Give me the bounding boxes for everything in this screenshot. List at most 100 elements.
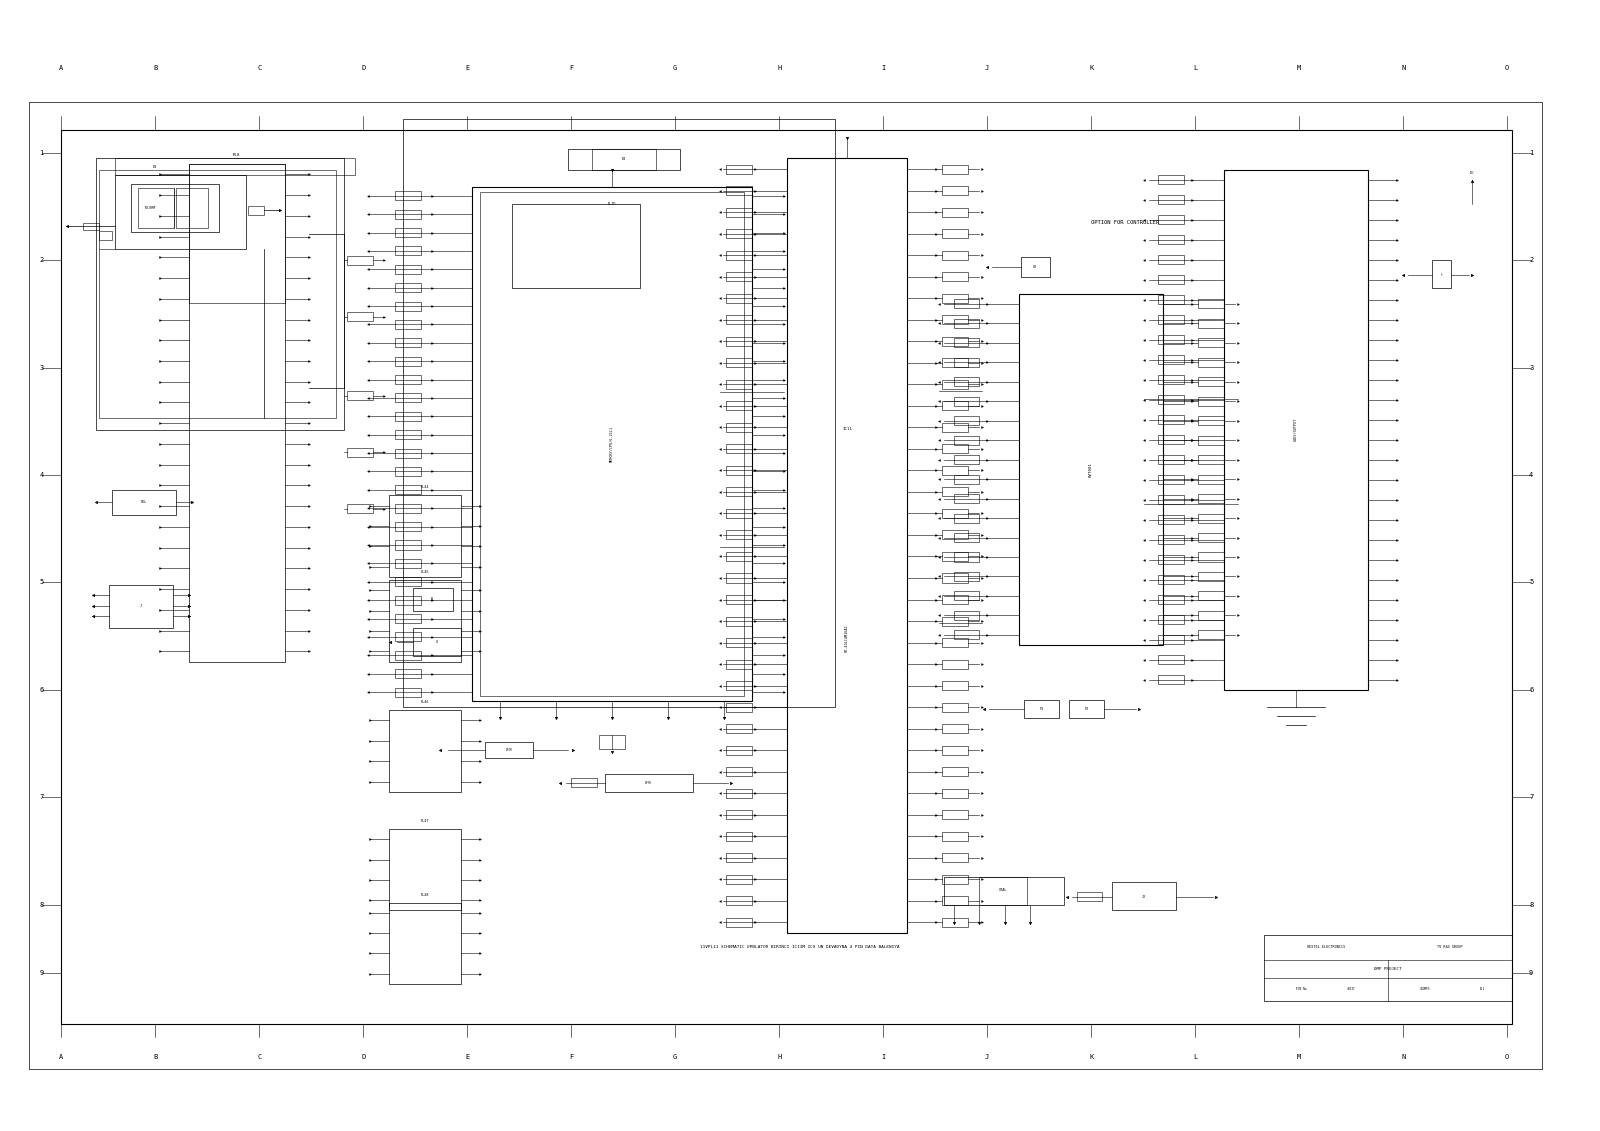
Bar — [1198, 300, 1224, 309]
Bar — [787, 158, 907, 933]
Bar — [954, 435, 979, 444]
Bar — [726, 595, 752, 604]
Bar — [942, 380, 968, 389]
Bar — [109, 585, 173, 628]
Bar — [726, 573, 752, 582]
Bar — [96, 158, 344, 430]
Text: E: E — [466, 1054, 469, 1061]
Text: PL48: PL48 — [421, 892, 429, 897]
Bar — [395, 356, 421, 365]
Bar — [1158, 636, 1184, 645]
Bar — [1077, 892, 1102, 901]
Text: N: N — [1402, 64, 1405, 71]
Bar — [347, 312, 373, 321]
Bar — [726, 187, 752, 196]
Bar — [395, 485, 421, 494]
Bar — [189, 164, 285, 303]
Bar — [726, 444, 752, 454]
Text: E: E — [466, 64, 469, 71]
Bar — [1198, 572, 1224, 581]
Bar — [115, 175, 246, 249]
Text: J2: J2 — [1142, 895, 1146, 899]
Bar — [942, 251, 968, 260]
Bar — [395, 670, 421, 679]
Bar — [395, 283, 421, 292]
Text: O: O — [1506, 1054, 1509, 1061]
Bar — [1432, 260, 1451, 288]
Bar — [942, 638, 968, 647]
Bar — [954, 611, 979, 620]
Bar — [1198, 494, 1224, 503]
Bar — [726, 316, 752, 325]
Text: M: M — [1298, 64, 1301, 71]
Text: I: I — [882, 64, 885, 71]
Bar — [942, 724, 968, 733]
Text: G: G — [674, 64, 677, 71]
Bar — [189, 164, 285, 662]
Bar — [472, 187, 752, 701]
Bar — [176, 188, 208, 228]
Bar — [395, 228, 421, 238]
Bar — [726, 165, 752, 174]
Bar — [413, 588, 453, 611]
Bar — [954, 533, 979, 542]
Bar — [1198, 513, 1224, 523]
Bar — [726, 208, 752, 217]
Bar — [942, 316, 968, 325]
Bar — [395, 688, 421, 697]
Bar — [395, 320, 421, 329]
Text: 7: 7 — [1530, 794, 1533, 801]
Bar — [726, 509, 752, 518]
Bar — [395, 449, 421, 458]
Bar — [942, 745, 968, 754]
Text: PL44: PL44 — [421, 485, 429, 490]
Bar — [954, 378, 979, 387]
Bar — [954, 630, 979, 639]
Text: 3: 3 — [1530, 364, 1533, 371]
Bar — [115, 158, 355, 175]
Bar — [942, 595, 968, 604]
Bar — [942, 487, 968, 497]
Bar — [942, 831, 968, 840]
Bar — [726, 402, 752, 411]
Text: REL: REL — [141, 500, 147, 504]
Bar — [954, 397, 979, 406]
Text: H: H — [778, 1054, 781, 1061]
Bar — [1158, 535, 1184, 544]
Bar — [1069, 700, 1104, 718]
Text: VCC: VCC — [1469, 171, 1475, 175]
Bar — [1198, 338, 1224, 347]
Bar — [605, 774, 693, 792]
Bar — [395, 632, 421, 641]
Bar — [347, 504, 373, 513]
Bar — [1158, 655, 1184, 664]
Bar — [571, 778, 597, 787]
Text: 11VPL11 SCHEMATIC EMULATOR BIRINCI ICIIM ICS UN DEVADYNA 4 PIN DATA BALENIYA: 11VPL11 SCHEMATIC EMULATOR BIRINCI ICIIM… — [701, 944, 899, 949]
Bar — [1198, 378, 1224, 387]
Bar — [1198, 552, 1224, 561]
Bar — [1158, 456, 1184, 465]
Bar — [389, 829, 461, 910]
Bar — [1024, 700, 1059, 718]
Bar — [395, 467, 421, 476]
Bar — [726, 745, 752, 754]
Text: PL47: PL47 — [421, 819, 429, 823]
Text: X: X — [435, 640, 438, 645]
Bar — [248, 206, 264, 215]
Bar — [395, 614, 421, 623]
Bar — [942, 402, 968, 411]
Bar — [954, 319, 979, 328]
Bar — [1158, 395, 1184, 404]
Bar — [1198, 533, 1224, 542]
Bar — [979, 877, 1027, 905]
Bar — [395, 523, 421, 532]
Bar — [1021, 257, 1050, 277]
Bar — [942, 530, 968, 539]
Bar — [395, 394, 421, 403]
Text: HT-49LC4M16A2: HT-49LC4M16A2 — [845, 624, 850, 653]
Bar — [395, 596, 421, 605]
Bar — [1158, 516, 1184, 525]
Bar — [1224, 170, 1368, 690]
Text: H: H — [778, 64, 781, 71]
Text: PLID: PLID — [608, 201, 616, 206]
